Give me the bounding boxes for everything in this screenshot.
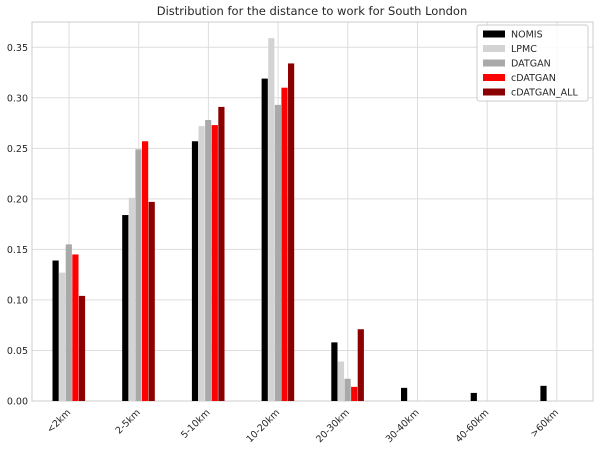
- bar: [268, 38, 275, 402]
- x-tick-label: 10-20km: [244, 407, 282, 445]
- legend-entry: DATGAN: [511, 59, 551, 70]
- bar: [142, 141, 149, 401]
- bar: [218, 106, 225, 402]
- y-tick-label: 0.00: [7, 397, 28, 408]
- bar: [351, 386, 358, 401]
- bars-group: [52, 38, 547, 402]
- legend: NOMIS LPMC DATGAN cDATGAN cDATGAN_ALL: [476, 24, 589, 102]
- bar: [281, 87, 288, 402]
- bar: [191, 141, 199, 401]
- bar: [357, 329, 364, 401]
- y-tick-label: 0.30: [7, 93, 28, 104]
- x-tick-label: 5-10km: [179, 407, 212, 440]
- chart-title: Distribution for the distance to work fo…: [157, 4, 468, 18]
- legend-entry: cDATGAN_ALL: [511, 88, 578, 99]
- legend-swatch: [483, 74, 505, 81]
- legend-swatch: [483, 59, 505, 67]
- legend-entry: NOMIS: [511, 30, 543, 41]
- bar: [135, 149, 142, 401]
- x-tick-label: >60km: [529, 407, 561, 439]
- legend-swatch: [483, 45, 505, 52]
- y-tick-label: 0.15: [7, 245, 28, 256]
- y-tick-label: 0.10: [7, 295, 28, 306]
- bar: [122, 215, 129, 401]
- bar: [344, 378, 351, 401]
- plot-area: [31, 21, 594, 402]
- bar: [65, 244, 72, 401]
- x-tick-label: 40-60km: [454, 407, 492, 445]
- bar: [78, 295, 86, 401]
- x-tick-label: 2-5km: [114, 407, 143, 436]
- bar: [148, 201, 155, 401]
- bar: [72, 254, 79, 401]
- legend-box: [476, 24, 589, 102]
- bar: [198, 126, 205, 401]
- x-axis-ticks: <2km 2-5km 5-10km 10-20km 20-30km 30-40km 40-6…: [45, 407, 561, 445]
- bar: [288, 63, 295, 402]
- legend-swatch: [483, 30, 505, 38]
- bar: [540, 385, 547, 401]
- y-tick-label: 0.05: [7, 346, 28, 357]
- y-tick-label: 0.20: [7, 194, 28, 205]
- y-tick-label: 0.25: [7, 144, 28, 155]
- x-tick-label: <2km: [45, 407, 73, 435]
- x-tick-label: 30-40km: [384, 407, 422, 445]
- bar: [59, 272, 66, 401]
- bar: [211, 125, 218, 401]
- legend-entry: cDATGAN: [511, 73, 556, 84]
- legend-entry: LPMC: [511, 44, 537, 55]
- bar: [401, 387, 408, 401]
- bar: [52, 260, 59, 401]
- bar: [274, 104, 281, 401]
- bar: [470, 392, 477, 401]
- bar: [331, 342, 338, 401]
- bar: [261, 78, 268, 401]
- y-axis-ticks: 0.00 0.05 0.10 0.15 0.20 0.25 0.30 0.35: [7, 43, 28, 408]
- bar: [337, 361, 345, 401]
- y-tick-label: 0.35: [7, 43, 28, 54]
- bar: [205, 120, 212, 401]
- grid: [32, 22, 593, 402]
- bar: [128, 197, 135, 401]
- legend-swatch: [483, 88, 505, 96]
- x-tick-label: 20-30km: [314, 407, 352, 445]
